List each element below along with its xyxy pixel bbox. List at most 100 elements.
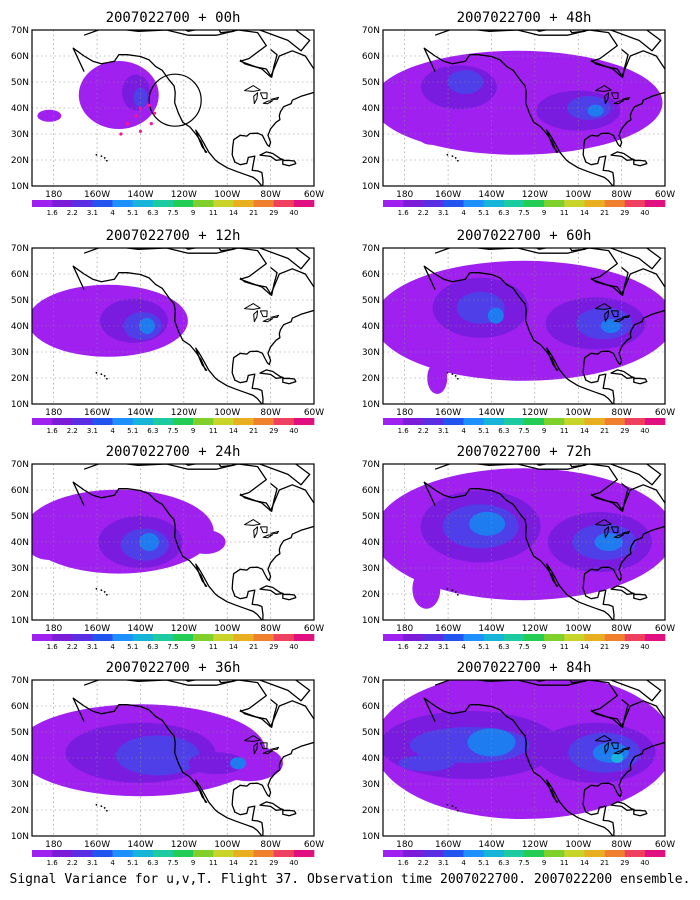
- lon-tick-label: 80W: [260, 624, 280, 634]
- colorbar-swatch: [644, 850, 666, 857]
- colorbar-label: 9: [542, 209, 546, 217]
- colorbar-swatch: [132, 200, 154, 207]
- lon-tick-label: 160W: [435, 408, 461, 418]
- lat-tick-label: 10N: [362, 832, 380, 842]
- colorbar-label: 7.5: [167, 859, 178, 867]
- colorbar-label: 4: [110, 209, 115, 217]
- colorbar-label: 2.2: [67, 209, 78, 217]
- lon-tick-label: 100W: [214, 840, 240, 850]
- colorbar-swatch: [483, 850, 505, 857]
- colorbar-swatch: [233, 850, 254, 857]
- lat-tick-label: 50N: [362, 78, 380, 88]
- colorbar-label: 29: [269, 209, 278, 217]
- colorbar-label: 14: [580, 859, 589, 867]
- colorbar-swatch: [403, 418, 424, 425]
- colorbar-swatch: [152, 200, 174, 207]
- lat-tick-label: 40N: [11, 754, 29, 764]
- lon-tick-label: 140W: [127, 190, 153, 200]
- panel-title: 2007022700 + 48h: [457, 10, 592, 26]
- colorbar-label: 7.5: [167, 427, 178, 435]
- colorbar-swatch: [604, 200, 626, 207]
- colorbar-label: 14: [229, 427, 238, 435]
- lon-tick-label: 120W: [522, 624, 548, 634]
- lon-tick-label: 60W: [304, 190, 324, 200]
- colorbar-swatch: [233, 634, 254, 641]
- colorbar-label: 14: [229, 209, 238, 217]
- lon-tick-label: 160W: [84, 840, 110, 850]
- colorbar-swatch: [132, 418, 154, 425]
- lon-tick-label: 60W: [304, 624, 324, 634]
- lat-tick-label: 30N: [362, 780, 380, 790]
- colorbar-swatch: [423, 634, 444, 641]
- lon-tick-label: 140W: [127, 840, 153, 850]
- lon-tick-label: 140W: [478, 840, 504, 850]
- lat-tick-label: 70N: [362, 676, 380, 686]
- lat-tick-label: 20N: [362, 374, 380, 384]
- colorbar-label: 3.1: [87, 209, 98, 217]
- colorbar-swatch: [72, 850, 93, 857]
- lon-tick-label: 180: [396, 840, 413, 850]
- colorbar-swatch: [423, 418, 444, 425]
- colorbar-swatch: [72, 200, 93, 207]
- colorbar-swatch: [253, 200, 275, 207]
- lat-tick-label: 20N: [11, 374, 29, 384]
- colorbar-swatch: [443, 200, 464, 207]
- colorbar-label: 7.5: [518, 209, 529, 217]
- colorbar-label: 40: [289, 643, 298, 651]
- colorbar-swatch: [52, 200, 73, 207]
- variance-field: [37, 61, 159, 129]
- map-panel: 2007022700 + 48h 70N 60N 50N 40N 30N 20N 10N 180…: [362, 10, 675, 217]
- colorbar-label: 5.1: [478, 859, 489, 867]
- colorbar-label: 11: [209, 209, 218, 217]
- colorbar-label: 6.3: [147, 859, 158, 867]
- colorbar-label: 40: [640, 859, 649, 867]
- lon-tick-label: 80W: [260, 840, 280, 850]
- lon-tick-label: 80W: [611, 840, 631, 850]
- colorbar-label: 1.6: [47, 427, 59, 435]
- colorbar-swatch: [483, 418, 505, 425]
- colorbar-swatch: [584, 200, 605, 207]
- map-frame: [31, 463, 315, 621]
- colorbar-swatch: [443, 850, 464, 857]
- lat-tick-label: 20N: [11, 590, 29, 600]
- lon-tick-label: 60W: [655, 624, 675, 634]
- lat-tick-label: 70N: [11, 244, 29, 254]
- colorbar-swatch: [463, 418, 485, 425]
- panel-title: 2007022700 + 24h: [106, 444, 241, 460]
- lat-tick-label: 20N: [11, 806, 29, 816]
- colorbar-label: 2.2: [418, 427, 429, 435]
- lon-tick-label: 120W: [171, 190, 197, 200]
- colorbar-label: 6.3: [498, 859, 509, 867]
- colorbar-swatch: [604, 850, 626, 857]
- colorbar-swatch: [604, 634, 626, 641]
- lat-tick-label: 70N: [362, 460, 380, 470]
- colorbar-swatch: [72, 634, 93, 641]
- lat-tick-label: 30N: [11, 348, 29, 358]
- colorbar-swatch: [112, 634, 134, 641]
- colorbar: 1.6 2.2 3.1 4 5.1 6.3 7.5 9 11 14 21 29 40: [32, 200, 315, 217]
- lon-tick-label: 140W: [127, 408, 153, 418]
- figure-caption: Signal Variance for u,v,T. Flight 37. Ob…: [9, 872, 691, 887]
- colorbar-label: 40: [289, 427, 298, 435]
- lon-tick-label: 100W: [565, 408, 591, 418]
- colorbar-label: 7.5: [518, 859, 529, 867]
- lon-tick-label: 60W: [655, 408, 675, 418]
- colorbar-label: 6.3: [498, 209, 509, 217]
- lat-tick-label: 60N: [11, 486, 29, 496]
- colorbar-label: 3.1: [438, 427, 449, 435]
- map-frame: [31, 679, 315, 837]
- colorbar-swatch: [293, 418, 315, 425]
- colorbar-label: 14: [580, 209, 589, 217]
- colorbar-swatch: [92, 200, 113, 207]
- lon-tick-label: 60W: [304, 840, 324, 850]
- colorbar-label: 2.2: [418, 209, 429, 217]
- lat-tick-label: 50N: [11, 296, 29, 306]
- colorbar-label: 40: [640, 427, 649, 435]
- lat-tick-label: 60N: [362, 52, 380, 62]
- colorbar-label: 14: [229, 859, 238, 867]
- variance-field: [32, 489, 226, 574]
- lon-tick-label: 160W: [435, 624, 461, 634]
- colorbar-label: 21: [600, 427, 609, 435]
- map-frame: [382, 679, 666, 837]
- colorbar-label: 9: [542, 859, 546, 867]
